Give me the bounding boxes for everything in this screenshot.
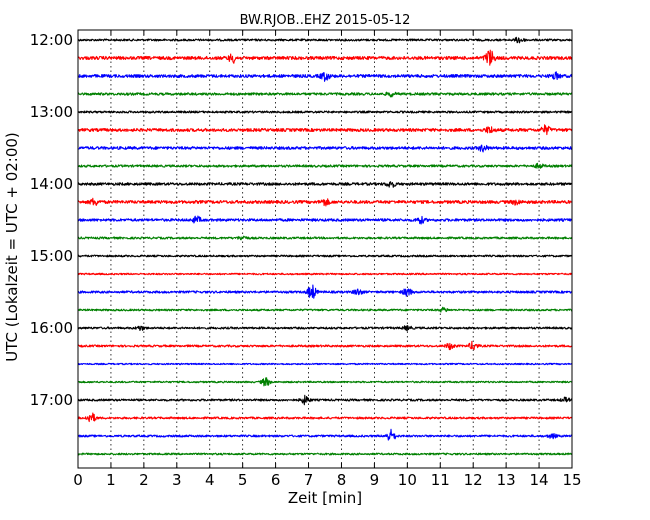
x-axis-label: Zeit [min]: [288, 489, 362, 507]
y-tick-label: 14:00: [30, 175, 73, 193]
seismic-trace: [77, 124, 573, 136]
seismic-trace: [77, 71, 573, 82]
x-tick-label: 11: [431, 471, 450, 489]
seismic-trace: [77, 340, 573, 351]
y-tick-label: 15:00: [30, 247, 73, 265]
x-tick-labels: 0 1 2 3 4 5 6 7 8 9 10 11 12 13 14 15: [73, 471, 581, 489]
seismic-trace: [77, 272, 573, 276]
x-tick-label: 12: [464, 471, 483, 489]
x-tick-label: 4: [205, 471, 215, 489]
seismic-trace: [77, 49, 573, 66]
seismic-trace: [77, 394, 573, 406]
x-tick-label: 6: [271, 471, 281, 489]
x-tick-label: 7: [304, 471, 314, 489]
x-tick-label: 9: [370, 471, 380, 489]
seismic-trace: [77, 412, 573, 423]
x-tick-label: 14: [530, 471, 549, 489]
seismic-trace: [77, 36, 573, 44]
seismic-trace: [77, 254, 573, 258]
x-tick-label: 3: [172, 471, 182, 489]
trace-lines: [77, 36, 573, 456]
x-tick-label: 5: [238, 471, 248, 489]
seismic-trace: [77, 215, 573, 225]
seismic-trace: [77, 452, 573, 456]
seismic-trace: [77, 162, 573, 169]
grid-lines: [110, 30, 540, 468]
y-tick-labels: 12:00 13:00 14:00 15:00 16:00 17:00: [30, 31, 73, 409]
x-tick-label: 15: [562, 471, 581, 489]
seismic-trace: [77, 197, 573, 207]
seismic-trace: [77, 324, 573, 332]
seismic-trace: [77, 235, 573, 241]
x-tick-label: 0: [73, 471, 83, 489]
x-tick-label: 10: [398, 471, 417, 489]
x-tick-label: 8: [337, 471, 347, 489]
axis-ticks: [77, 30, 573, 468]
seismic-trace: [77, 377, 573, 387]
y-tick-label: 13:00: [30, 103, 73, 121]
chart-title: BW.RJOB..EHZ 2015-05-12: [240, 13, 411, 28]
y-tick-label: 16:00: [30, 319, 73, 337]
x-tick-label: 2: [139, 471, 149, 489]
y-tick-label: 12:00: [30, 31, 73, 49]
seismic-trace: [77, 110, 573, 114]
x-tick-label: 1: [106, 471, 116, 489]
seismic-trace: [77, 181, 573, 188]
seismic-trace: [77, 306, 573, 313]
y-tick-label: 17:00: [30, 391, 73, 409]
plot-frame: [77, 29, 573, 469]
seismic-trace: [77, 428, 573, 441]
y-axis-label: UTC (Lokalzeit = UTC + 02:00): [3, 132, 21, 362]
seismic-trace: [77, 144, 573, 153]
seismic-trace: [77, 284, 573, 299]
seismic-trace: [77, 91, 573, 98]
x-tick-label: 13: [497, 471, 516, 489]
seismic-trace: [77, 362, 573, 366]
